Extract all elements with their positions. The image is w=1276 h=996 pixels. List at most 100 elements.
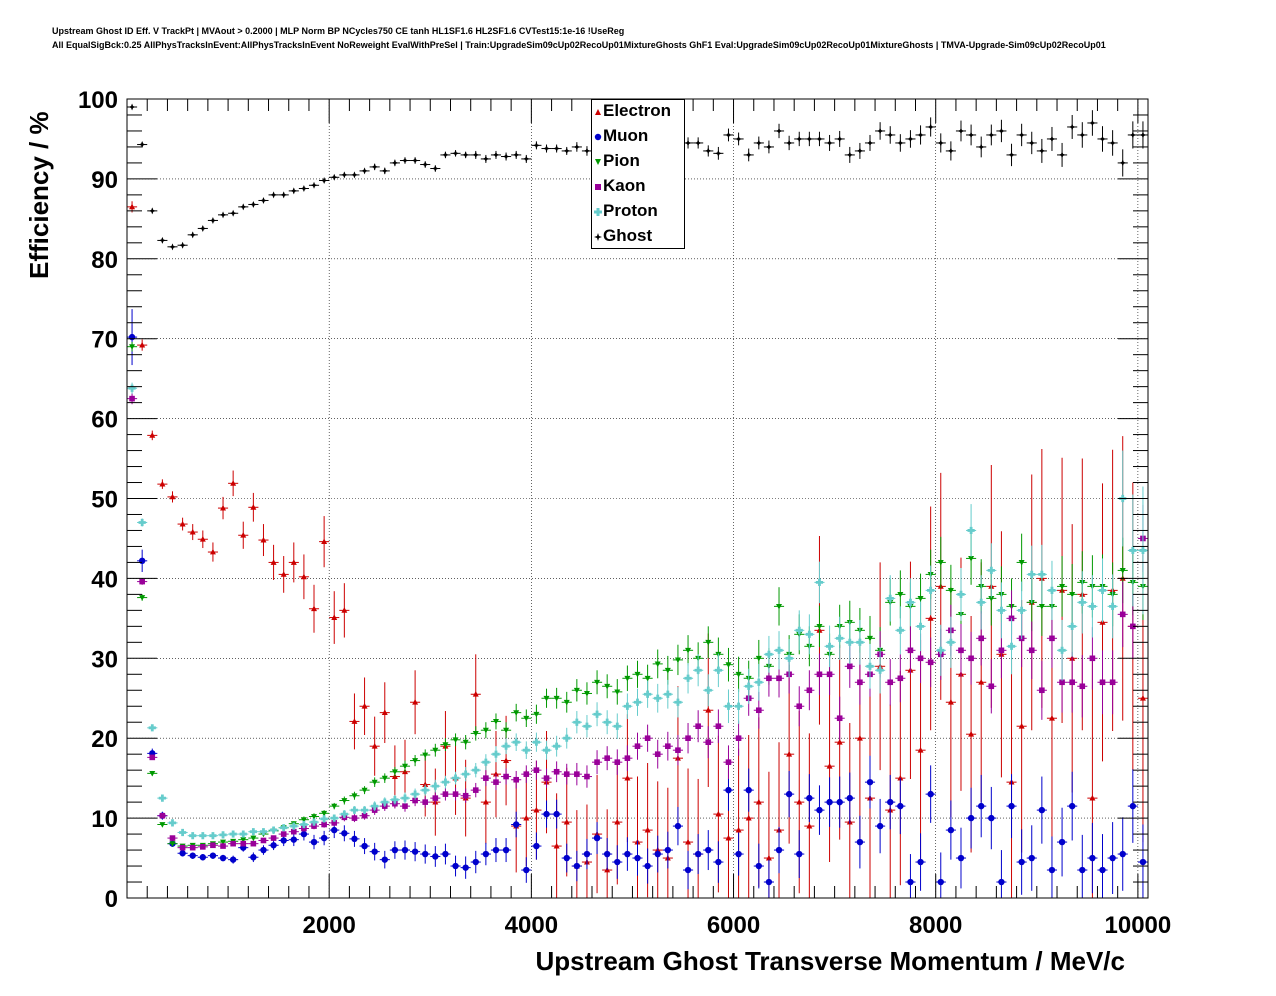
ghost-point [844,146,855,163]
pion-point [511,703,522,722]
electron-marker [503,757,510,763]
proton-marker [330,814,338,822]
kaon-point [592,750,603,775]
ghost-marker [694,139,702,147]
ghost-marker [361,167,369,175]
pion-marker [654,661,661,668]
ghost-marker [826,139,834,147]
muon-point [743,768,754,812]
kaon-marker [725,759,732,765]
proton-point [389,794,400,805]
proton-marker [674,698,682,706]
ghost-point [1036,138,1047,163]
ghost-marker [229,209,237,217]
pion-point [217,839,229,846]
kaon-marker [452,791,459,797]
y-tick-label: 40 [91,566,118,593]
ghost-marker [482,155,490,163]
kaon-marker [483,775,489,781]
pion-point [480,722,491,739]
proton-point [1137,486,1148,615]
pion-marker [664,667,671,674]
pion-marker [705,639,712,646]
pion-point [1057,556,1068,617]
kaon-point [1077,655,1088,718]
ghost-point [248,200,259,208]
ghost-marker [1109,139,1117,147]
proton-point [662,679,673,709]
ghost-point [945,141,956,161]
pion-marker [725,662,732,668]
pion-point [622,665,633,692]
pion-marker [341,798,348,804]
electron-marker [179,520,186,527]
ghost-marker [997,127,1005,135]
proton-point [763,635,774,673]
kaon-point [622,745,633,771]
proton-marker [269,826,278,834]
proton-point [1127,494,1138,607]
kaon-point [642,724,653,752]
proton-marker [886,594,894,602]
legend: Electron Muon Pion Kaon Proton Ghost [591,99,685,249]
muon-point [1006,774,1017,839]
electron-marker [280,571,287,577]
proton-marker [502,742,510,750]
proton-point [854,619,865,665]
ghost-marker [917,131,925,139]
kaon-marker [553,768,560,775]
kaon-marker [897,675,904,682]
electron-point [217,496,229,520]
ghost-marker [583,147,591,155]
muon-marker [796,850,803,858]
proton-marker [977,598,985,606]
proton-marker [199,832,207,840]
kaon-point [228,840,239,847]
ghost-marker [310,181,318,189]
muon-marker [1008,802,1015,810]
pion-point [410,754,421,767]
kaon-point [713,709,724,743]
electron-marker [856,735,863,741]
y-tick-label: 50 [91,487,118,514]
kaon-marker-icon [595,184,601,190]
kaon-point [258,837,269,844]
pion-marker [159,822,166,828]
muon-marker [1119,850,1126,858]
ghost-point [723,128,734,142]
legend-item-proton: Proton [592,200,686,225]
proton-point [450,771,461,785]
ghost-point [824,134,835,151]
kaon-marker [179,844,186,851]
ghost-marker [1088,119,1096,127]
kaon-point [571,762,582,786]
pion-marker [533,711,540,718]
proton-marker [553,742,561,750]
muon-marker [523,866,530,874]
pion-marker [1018,560,1025,566]
muon-marker [553,810,560,818]
muon-point [935,852,946,898]
proton-point [581,715,593,738]
pion-point [399,760,411,772]
electron-point [248,492,259,522]
ghost-marker [391,159,399,167]
legend-item-muon: Muon [592,125,686,150]
ghost-marker [401,157,409,165]
pion-marker [674,657,681,664]
ghost-marker [189,231,197,239]
electron-marker [139,341,146,348]
proton-point [1046,560,1058,620]
electron-marker [492,770,499,777]
proton-marker [906,598,915,606]
muon-marker [715,858,722,866]
ghost-point [693,137,704,149]
muon-point [1107,822,1118,895]
electron-marker [240,532,247,538]
ghost-marker [573,143,581,151]
electron-marker [129,203,136,210]
ghost-point [703,145,714,157]
pion-marker-icon [595,159,601,165]
ghost-point [854,142,865,159]
muon-marker [775,846,783,854]
